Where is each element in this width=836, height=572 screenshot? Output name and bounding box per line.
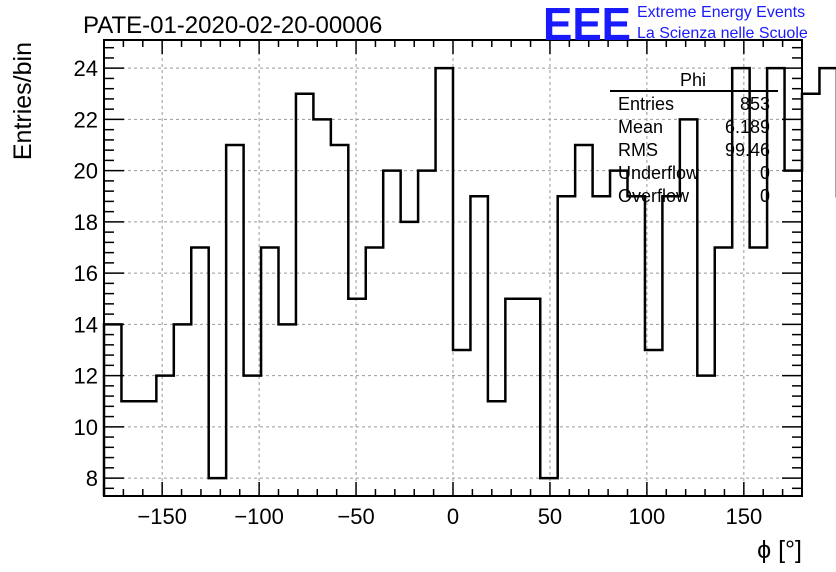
histogram-bin	[209, 478, 226, 496]
x-tick-label: −150	[137, 504, 187, 529]
histogram-bin	[104, 324, 121, 496]
stats-label-entries: Entries	[618, 94, 674, 114]
stats-label-mean: Mean	[618, 117, 663, 137]
histogram-bin	[645, 350, 662, 496]
histogram-bin	[802, 94, 819, 496]
chart-title: PATE-01-2020-02-20-00006	[83, 12, 382, 39]
y-tick-label: 8	[86, 466, 98, 491]
stats-label-overflow: Overflow	[618, 186, 690, 206]
y-tick-labels: 8 10 12 14 16 18 20 22 24	[74, 56, 98, 491]
stats-value-underflow: 0	[760, 163, 770, 183]
x-tick-label: 100	[629, 504, 666, 529]
histogram-bin	[383, 171, 400, 496]
stats-value-mean: 6.189	[725, 117, 770, 137]
x-tick-label: 150	[725, 504, 762, 529]
axis-ticks	[104, 40, 802, 496]
x-tick-label: −50	[337, 504, 374, 529]
stats-box: Phi Entries 853 Mean 6.189 RMS 99.46 Und…	[610, 70, 778, 206]
histogram-bin	[610, 171, 627, 496]
histogram-bin	[628, 196, 645, 496]
stats-value-entries: 853	[740, 94, 770, 114]
histogram-bin	[401, 222, 418, 496]
x-tick-labels: −150 −100 −50 0 50 100 150	[137, 504, 762, 529]
histogram-bin	[750, 248, 767, 496]
x-tick-label: 50	[538, 504, 562, 529]
histogram-bin	[558, 196, 575, 496]
y-tick-label: 24	[74, 56, 98, 81]
histogram-bin	[191, 248, 208, 496]
histogram-bin	[575, 145, 592, 496]
histogram-bin	[261, 248, 278, 496]
x-axis-label: ϕ [°]	[757, 536, 802, 564]
stats-box-title: Phi	[680, 70, 706, 90]
histogram-bin	[523, 299, 540, 496]
histogram-bin	[121, 401, 138, 496]
histogram-bin	[331, 145, 348, 496]
histogram-bin	[244, 376, 261, 496]
histogram-bin	[819, 68, 836, 496]
y-tick-label: 10	[74, 415, 98, 440]
histogram-bin	[453, 350, 470, 496]
histogram-bin	[366, 248, 383, 496]
histogram-bin	[715, 248, 732, 496]
y-tick-label: 12	[74, 364, 98, 389]
y-tick-label: 14	[74, 312, 98, 337]
x-tick-label: −100	[234, 504, 284, 529]
x-tick-label: 0	[447, 504, 459, 529]
stats-value-rms: 99.46	[725, 140, 770, 160]
histogram-bin	[662, 196, 679, 496]
histogram-bin	[470, 196, 487, 496]
logo-line-1: Extreme Energy Events	[637, 4, 805, 21]
histogram-bin	[540, 478, 557, 496]
eee-logo: EEE Extreme Energy Events La Scienza nel…	[543, 0, 808, 50]
histogram-bin	[348, 299, 365, 496]
histogram-bin	[418, 171, 435, 496]
logo-line-2: La Scienza nelle Scuole	[637, 25, 808, 42]
y-tick-label: 22	[74, 107, 98, 132]
histogram-bin	[436, 68, 453, 496]
stats-label-underflow: Underflow	[618, 163, 700, 183]
histogram-bin	[593, 196, 610, 496]
y-axis-label: Entries/bin	[9, 42, 37, 160]
histogram-bin	[174, 324, 191, 496]
histogram-bin	[139, 401, 156, 496]
y-tick-label: 16	[74, 261, 98, 286]
histogram-bin	[313, 119, 330, 496]
stats-value-overflow: 0	[760, 186, 770, 206]
histogram-bin	[505, 299, 522, 496]
histogram-bin	[296, 94, 313, 496]
y-tick-label: 20	[74, 159, 98, 184]
histogram-bin	[226, 145, 243, 496]
eee-logo-mark: EEE	[543, 0, 631, 50]
histogram-bin	[488, 401, 505, 496]
y-tick-label: 18	[74, 210, 98, 235]
stats-label-rms: RMS	[618, 140, 658, 160]
histogram-bin	[279, 324, 296, 496]
